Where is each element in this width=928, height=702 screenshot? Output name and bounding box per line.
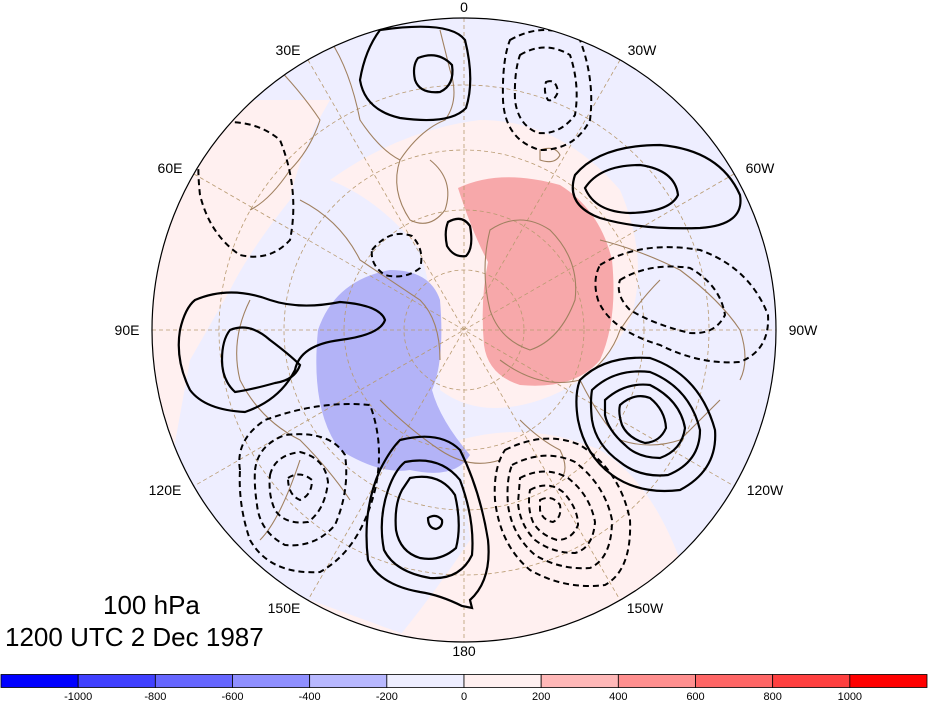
contour-negative-150w-2 — [506, 454, 614, 570]
contour-positive-60w-outer — [571, 143, 742, 230]
colorbar-boxes — [0, 674, 928, 688]
lon-label-120w: 120W — [747, 482, 784, 498]
colorbar-tick-label: -1000 — [64, 691, 92, 702]
colorbar-tick-label: -600 — [221, 691, 243, 702]
coast-africa-med — [249, 59, 321, 211]
contour-positive-small-pole — [444, 217, 473, 258]
contour-positive-90e-outer — [177, 291, 387, 414]
latitude-80 — [403, 269, 525, 391]
contour-negative-120e-outer — [238, 403, 380, 574]
colorbar-tick-label: -200 — [376, 691, 398, 702]
coast-canada-arctic — [499, 279, 661, 383]
colorbar-box — [540, 674, 619, 688]
contour-positive-100w-2 — [589, 370, 702, 477]
coast-japan — [259, 459, 301, 541]
colorbar-box — [386, 674, 465, 688]
lon-label-120e: 120E — [149, 482, 182, 498]
contour-positive-60w-inner — [583, 163, 680, 215]
coast-north-america-east — [599, 239, 746, 381]
contour-positive-100w-3 — [603, 383, 687, 460]
coastlines — [236, 29, 746, 541]
lon-label-90e: 90E — [115, 322, 140, 338]
lon-label-150w: 150W — [627, 600, 664, 616]
blue-anomaly — [316, 270, 470, 473]
coast-iceland — [539, 147, 561, 163]
map-boundary — [151, 17, 777, 643]
lon-label-60w: 60W — [746, 160, 776, 176]
contour-positive-100w-4 — [618, 395, 668, 445]
pressure-level-caption: 100 hPa — [103, 590, 200, 620]
colorbar-tick-label: 200 — [532, 691, 550, 702]
contour-negative-60e — [197, 121, 295, 258]
colorbar: -1000 -800 -600 -400 -200 0 200 400 600 800 1000 — [0, 674, 928, 702]
colorbar-tick-label: 400 — [609, 691, 627, 702]
contour-positive-180-2 — [380, 459, 474, 580]
lon-label-30e: 30E — [276, 42, 301, 58]
colorbar-tick-label: 1000 — [838, 691, 862, 702]
lon-label-30w: 30W — [628, 42, 658, 58]
colorbar-tick-label: 800 — [763, 691, 781, 702]
colorbar-box — [232, 674, 311, 688]
coast-europe — [329, 29, 455, 161]
contour-positive-100w-1 — [575, 356, 717, 493]
coast-asia-east — [236, 299, 351, 501]
contours — [177, 25, 770, 610]
latitude-60 — [283, 149, 645, 511]
light-red-area-west — [152, 100, 420, 642]
contour-negative-150w-inner — [539, 496, 562, 524]
contour-negative-150w-outer — [493, 437, 632, 587]
contour-negative-30w-inner — [543, 80, 560, 102]
colorbar-box — [309, 674, 388, 688]
colorbar-ticks: -1000 -800 -600 -400 -200 0 200 400 600 800 1000 — [64, 691, 862, 702]
coast-north-america-west — [579, 379, 721, 446]
graticule — [152, 18, 776, 642]
colorbar-box — [849, 674, 928, 688]
colorbar-tick-label: 0 — [461, 691, 467, 702]
valid-time-caption: 1200 UTC 2 Dec 1987 — [5, 622, 264, 652]
colorbar-box — [154, 674, 233, 688]
coast-greenland — [484, 219, 577, 351]
polar-map: 0 30W 60W 90W 120W 150W 180 150E 120E 90… — [115, 0, 819, 659]
lon-label-90w: 90W — [789, 322, 819, 338]
contour-positive-180-3 — [394, 475, 460, 560]
colorbar-tick-label: -400 — [299, 691, 321, 702]
colorbar-box — [695, 674, 774, 688]
contour-positive-90e-inner — [220, 326, 302, 394]
colorbar-tick-label: 600 — [686, 691, 704, 702]
coast-asia-north — [299, 199, 441, 361]
contour-negative-120e-2 — [253, 433, 348, 547]
contour-negative-90w-inner — [617, 265, 727, 335]
contour-negative-150w-4 — [528, 484, 580, 542]
contour-positive-180-inner — [426, 514, 444, 531]
contour-positive-180-outer — [365, 435, 490, 610]
lon-label-60e: 60E — [158, 160, 183, 176]
contour-positive-top-outer — [358, 25, 472, 122]
colorbar-box — [617, 674, 696, 688]
red-anomaly — [458, 177, 614, 386]
contour-negative-120e-3 — [268, 450, 330, 524]
contour-negative-pole-small — [370, 232, 423, 278]
meridian-120 — [193, 173, 735, 487]
latitude-70 — [343, 209, 585, 451]
contour-positive-top-inner — [412, 54, 454, 94]
colorbar-box — [463, 674, 542, 688]
contour-negative-30w-outer — [501, 29, 593, 152]
coast-scandinavia — [396, 159, 449, 224]
contour-negative-150w-3 — [516, 470, 597, 555]
colorbar-box — [772, 674, 851, 688]
colorbar-box — [0, 674, 79, 688]
lon-label-150e: 150E — [268, 600, 301, 616]
coast-alaska — [519, 419, 566, 481]
coast-siberia — [379, 399, 501, 464]
contour-negative-30w-2 — [513, 46, 578, 135]
lon-label-180: 180 — [452, 643, 476, 659]
longitude-labels: 0 30W 60W 90W 120W 150W 180 150E 120E 90… — [115, 0, 819, 659]
colorbar-box — [77, 674, 156, 688]
lon-label-0: 0 — [460, 0, 468, 15]
colorbar-tick-label: -800 — [144, 691, 166, 702]
contour-negative-120e-inner — [286, 473, 314, 502]
